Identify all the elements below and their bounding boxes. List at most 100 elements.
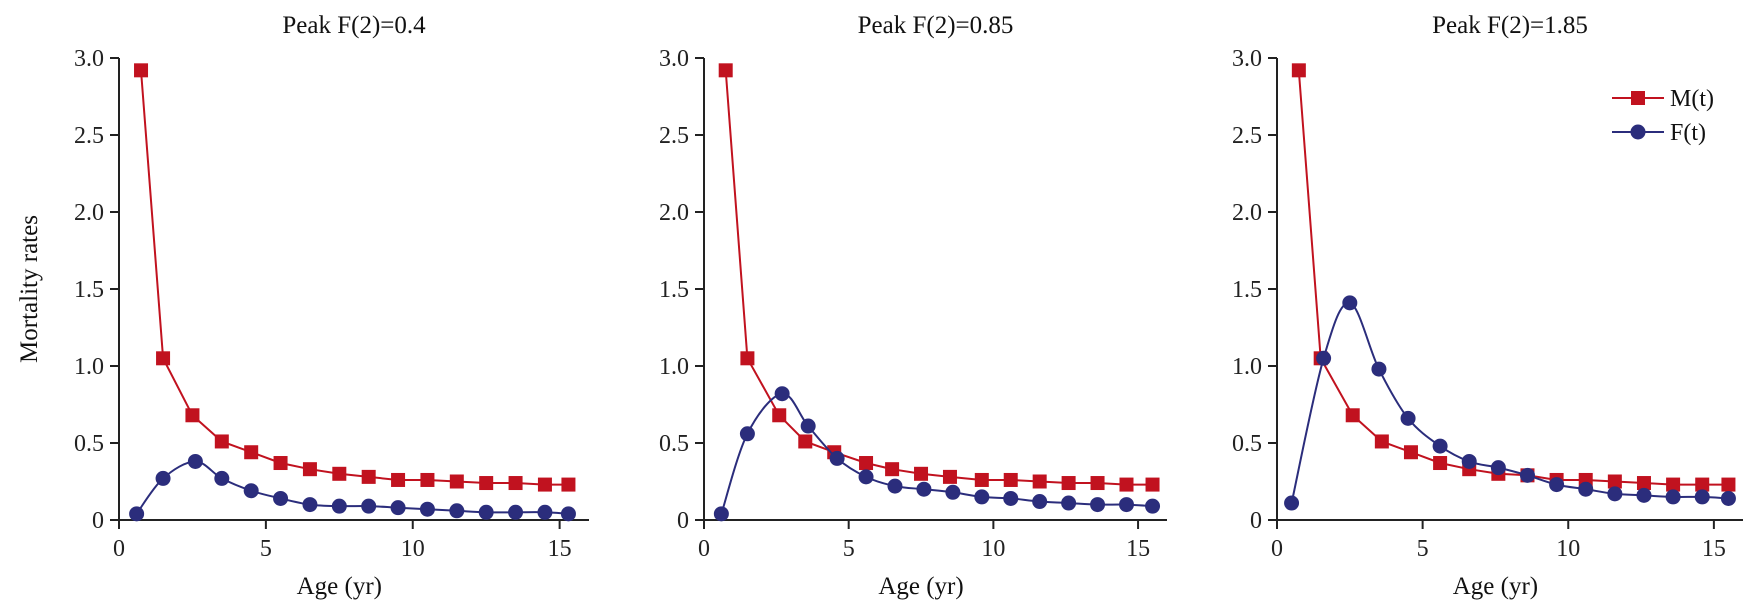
point-circle-f [155, 470, 171, 486]
point-circle-f [1694, 489, 1710, 505]
chart-panel-3: Peak F(2)=1.85 0 0.5 1.0 1.5 2.0 2.5 3.0 0 5 10 15 A… [1232, 12, 1743, 600]
point-circle-f [1432, 438, 1448, 454]
point-square-m [508, 476, 523, 491]
point-circle-f [1342, 295, 1358, 311]
point-circle-f [419, 501, 435, 517]
point-circle-f [945, 484, 961, 500]
point-square-m [1003, 472, 1018, 487]
y-axis-label: Mortality rates [16, 215, 43, 363]
point-square-m [420, 472, 435, 487]
x-tick-label: 0 [113, 536, 125, 562]
point-circle-f [1371, 361, 1387, 377]
point-circle-f [1118, 497, 1134, 513]
point-circle-f [800, 418, 816, 434]
point-circle-f [560, 506, 576, 522]
series-line-f [1290, 301, 1729, 504]
y-tick-label: 1.0 [659, 354, 689, 380]
point-square-m [914, 466, 929, 481]
point-circle-f [302, 497, 318, 513]
point-square-m [1345, 408, 1360, 423]
point-circle-f [1461, 453, 1477, 469]
legend-label: F(t) [1670, 120, 1706, 146]
point-circle-f [713, 506, 729, 522]
x-tick-label: 5 [843, 536, 855, 562]
point-square-m [302, 462, 317, 477]
point-square-m [391, 472, 406, 487]
point-circle-f [1284, 495, 1300, 511]
point-square-m [1636, 476, 1651, 491]
point-square-m [1695, 477, 1710, 492]
y-tick-label: 3.0 [74, 46, 104, 72]
series-line-f [135, 460, 569, 515]
point-circle-f [1519, 467, 1535, 483]
point-square-m [772, 408, 787, 423]
point-circle-f [829, 450, 845, 466]
point-square-m [740, 351, 755, 366]
point-circle-f [1720, 490, 1736, 506]
point-square-m [1291, 63, 1306, 78]
y-tick-label: 1.0 [74, 354, 104, 380]
point-circle-f [390, 500, 406, 516]
y-tick-label: 0 [1250, 508, 1262, 534]
chart-panel-1: Peak F(2)=0.4 0 0.5 1.0 1.5 2.0 2.5 3.0 0 5 10 15 Ag… [16, 12, 589, 600]
point-square-m [332, 466, 347, 481]
point-square-m [537, 477, 552, 492]
point-circle-f [974, 489, 990, 505]
point-square-m [1666, 477, 1681, 492]
point-circle-f [1316, 350, 1332, 366]
point-circle-f [129, 506, 145, 522]
point-square-m [1433, 456, 1448, 471]
legend-marker-square [1631, 91, 1645, 105]
point-square-m [885, 462, 900, 477]
point-square-m [185, 408, 200, 423]
point-square-m [1374, 434, 1389, 449]
point-circle-f [1607, 486, 1623, 502]
point-square-m [1061, 476, 1076, 491]
point-circle-f [449, 503, 465, 519]
point-circle-f [858, 469, 874, 485]
y-tick-label: 1.5 [659, 277, 689, 303]
x-axis-label: Age (yr) [297, 573, 382, 600]
point-circle-f [739, 426, 755, 442]
point-square-m [561, 477, 576, 492]
point-square-m [974, 472, 989, 487]
point-square-m [214, 434, 229, 449]
point-circle-f [361, 498, 377, 514]
point-circle-f [508, 504, 524, 520]
chart-title: Peak F(2)=1.85 [1432, 12, 1588, 39]
legend: M(t) F(t) [1612, 86, 1714, 146]
point-circle-f [1490, 460, 1506, 476]
y-tick-label: 0.5 [74, 431, 104, 457]
y-tick-label: 3.0 [1232, 46, 1262, 72]
point-circle-f [273, 490, 289, 506]
point-circle-f [1665, 489, 1681, 505]
y-tick-label: 2.0 [659, 200, 689, 226]
point-square-m [273, 456, 288, 471]
point-square-m [1607, 474, 1622, 489]
x-tick-label: 15 [1702, 536, 1726, 562]
point-circle-f [1032, 494, 1048, 510]
y-tick-label: 2.0 [1232, 200, 1262, 226]
x-tick-label: 0 [1271, 536, 1283, 562]
y-tick-label: 0 [677, 508, 689, 534]
chart-panel-2: Peak F(2)=0.85 0 0.5 1.0 1.5 2.0 2.5 3.0 0 5 10 15 A… [659, 12, 1167, 600]
point-circle-f [187, 453, 203, 469]
point-circle-f [331, 498, 347, 514]
series-line-f [720, 392, 1153, 515]
chart-title: Peak F(2)=0.4 [282, 12, 426, 39]
point-square-m [1090, 476, 1105, 491]
point-square-m [479, 476, 494, 491]
point-circle-f [214, 470, 230, 486]
point-square-m [1119, 477, 1134, 492]
x-tick-label: 15 [1126, 536, 1150, 562]
x-tick-label: 10 [1556, 536, 1580, 562]
y-tick-label: 0 [92, 508, 104, 534]
point-circle-f [243, 483, 259, 499]
x-tick-label: 0 [698, 536, 710, 562]
point-circle-f [887, 478, 903, 494]
series-line-m [1297, 70, 1729, 486]
y-tick-label: 1.5 [74, 277, 104, 303]
point-square-m [1403, 445, 1418, 460]
point-square-m [244, 445, 259, 460]
